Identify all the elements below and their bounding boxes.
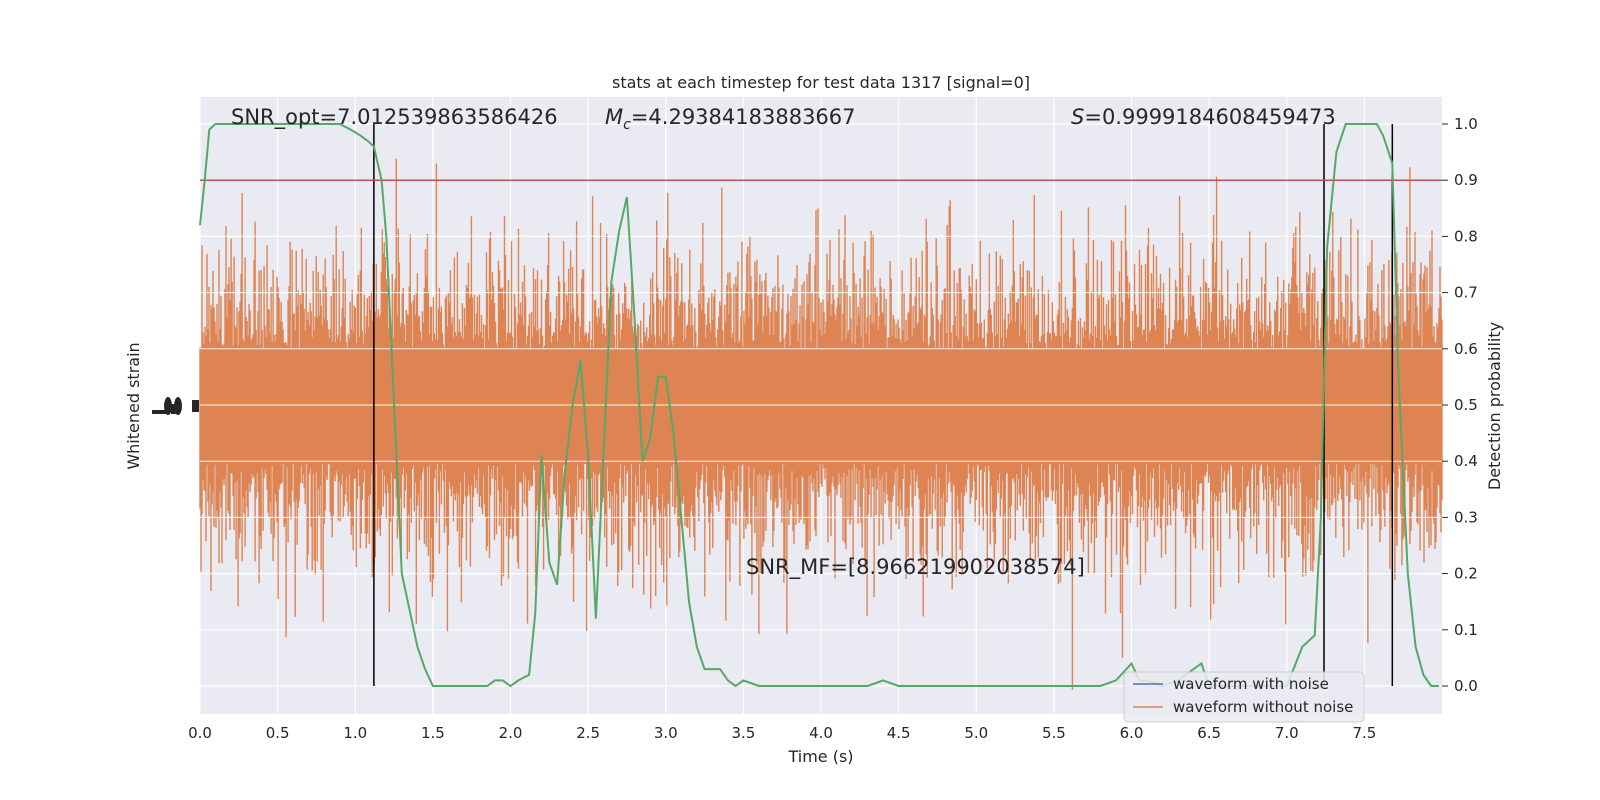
x-tick-label: 6.0 bbox=[1120, 724, 1144, 742]
y-axis-label-left: Whitened strain bbox=[124, 342, 143, 469]
y-tick-label: 0.7 bbox=[1454, 284, 1478, 302]
mc-annotation: Mc=4.29384183883667 bbox=[605, 105, 856, 133]
legend-label-without-noise: waveform without noise bbox=[1173, 698, 1353, 716]
chart-title: stats at each timestep for test data 131… bbox=[612, 73, 1030, 92]
y-tick-label: 0.3 bbox=[1454, 508, 1478, 526]
legend-label-with-noise: waveform with noise bbox=[1173, 675, 1329, 693]
x-tick-label: 7.5 bbox=[1352, 724, 1376, 742]
y-tick-label: 0.1 bbox=[1454, 621, 1478, 639]
y-tick-label: 0.6 bbox=[1454, 340, 1478, 358]
s-annotation: S=0.9999184608459473 bbox=[1071, 105, 1336, 129]
x-tick-label: 1.5 bbox=[421, 724, 445, 742]
x-tick-label: 7.0 bbox=[1275, 724, 1299, 742]
y-tick-label: 0.0 bbox=[1454, 677, 1478, 695]
y-tick-label: 1.0 bbox=[1454, 115, 1478, 133]
x-tick-label: 1.0 bbox=[343, 724, 367, 742]
x-axis-ticks: 0.0 0.5 1.0 1.5 2.0 2.5 3.0 3.5 4.0 4.5 5.0 5.5 6.0 6… bbox=[188, 724, 1376, 742]
x-tick-label: 0.5 bbox=[266, 724, 290, 742]
y-tick-label: 0.8 bbox=[1454, 227, 1478, 245]
y-tick-label: 0.4 bbox=[1454, 452, 1478, 470]
y-tick-label: 0.2 bbox=[1454, 565, 1478, 583]
snr-opt-annotation: SNR_opt=7.012539863586426 bbox=[231, 105, 558, 130]
x-axis-label: Time (s) bbox=[787, 747, 853, 766]
waveform-core-band bbox=[200, 348, 1442, 464]
y-tick-label: 0.9 bbox=[1454, 171, 1478, 189]
x-tick-label: 3.5 bbox=[731, 724, 755, 742]
y-axis-ticks-right: 0.0 0.1 0.2 0.3 0.4 0.5 0.6 0.7 0.8 0.9 1.0 bbox=[1442, 115, 1478, 695]
waveform-without-noise-area bbox=[199, 158, 1443, 690]
legend: waveform with noise waveform without noi… bbox=[1123, 671, 1365, 723]
x-tick-label: 3.0 bbox=[654, 724, 678, 742]
y-axis-label-right: Detection probability bbox=[1485, 322, 1504, 490]
x-tick-label: 0.0 bbox=[188, 724, 212, 742]
snr-mf-annotation: SNR_MF=[8.966219902038574] bbox=[746, 555, 1085, 580]
x-tick-label: 2.5 bbox=[576, 724, 600, 742]
x-tick-label: 2.0 bbox=[499, 724, 523, 742]
left-axis-collapsed-ticks bbox=[152, 397, 199, 415]
x-tick-label: 5.0 bbox=[964, 724, 988, 742]
x-tick-label: 4.0 bbox=[809, 724, 833, 742]
x-tick-label: 4.5 bbox=[887, 724, 911, 742]
x-tick-label: 6.5 bbox=[1197, 724, 1221, 742]
x-tick-label: 5.5 bbox=[1042, 724, 1066, 742]
legend-box bbox=[1123, 671, 1365, 723]
y-tick-label: 0.5 bbox=[1454, 396, 1478, 414]
